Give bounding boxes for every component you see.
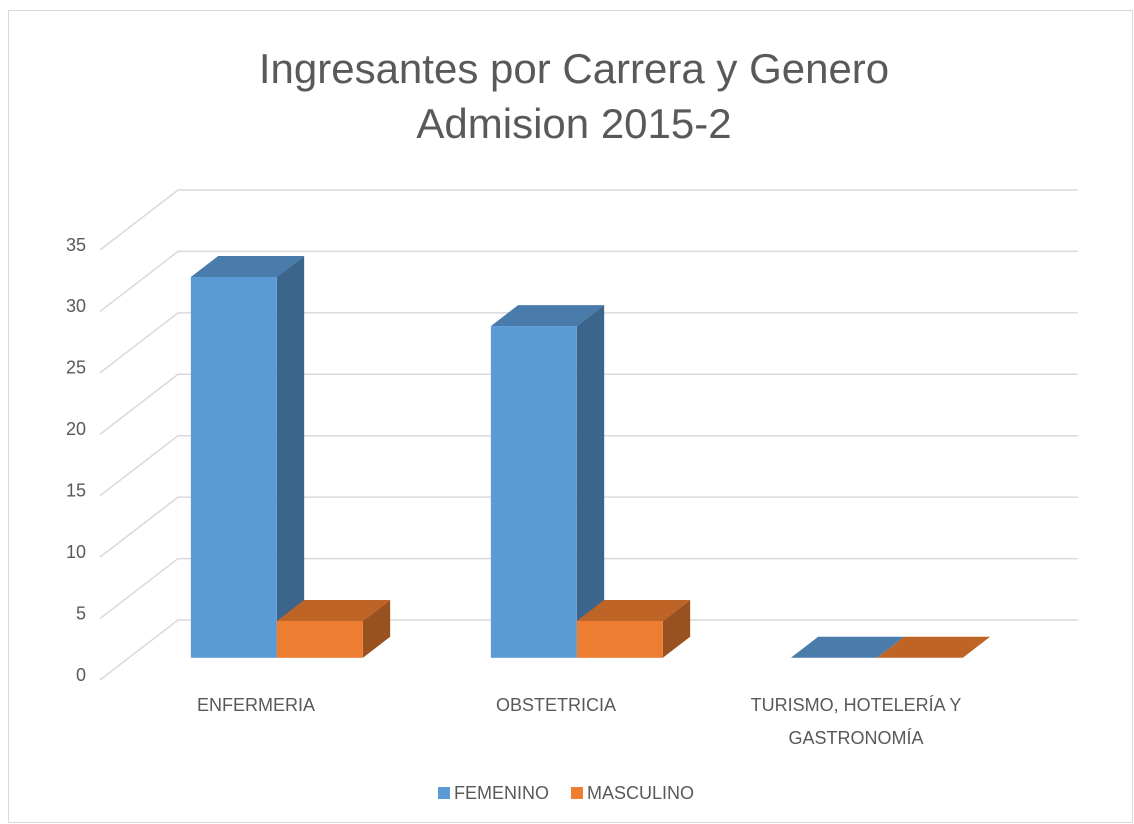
bar-side — [276, 255, 305, 658]
grid-line — [99, 373, 1078, 435]
y-tick-label: 15 — [66, 480, 86, 500]
grid-line — [99, 619, 1078, 681]
y-tick-label: 35 — [66, 235, 86, 255]
bar-top — [790, 636, 905, 658]
y-tick-label: 20 — [66, 419, 86, 439]
x-tick-label: OBSTETRICIA — [496, 695, 616, 715]
bar-top — [276, 599, 391, 621]
grid-line — [99, 250, 1078, 313]
chart-title: Ingresantes por Carrera y Genero — [259, 45, 889, 92]
bar — [276, 620, 363, 658]
x-tick-label: ENFERMERIA — [197, 695, 315, 715]
bar-side — [576, 305, 605, 658]
grid-line — [99, 557, 1078, 620]
legend-swatch — [438, 787, 450, 799]
bar-side — [662, 599, 691, 658]
legend-swatch — [571, 787, 584, 799]
grid-line — [99, 434, 1078, 497]
bar-top — [190, 255, 305, 277]
legend-label: MASCULINO — [587, 783, 694, 803]
bar-top — [876, 636, 991, 658]
chart-subtitle: Admision 2015-2 — [416, 100, 731, 147]
y-tick-label: 0 — [76, 665, 86, 685]
bar — [490, 326, 577, 658]
y-tick-label: 10 — [66, 542, 86, 562]
y-tick-label: 25 — [66, 358, 86, 378]
y-tick-label: 30 — [66, 296, 86, 316]
grid-line — [99, 496, 1078, 558]
grid-line — [99, 189, 1078, 251]
grid-line — [99, 312, 1078, 374]
legend-label: FEMENINO — [454, 783, 549, 803]
bar-side — [362, 599, 391, 658]
bar-top — [576, 599, 691, 621]
y-tick-label: 5 — [76, 603, 86, 623]
bar — [576, 620, 663, 658]
bar-top — [490, 305, 605, 327]
x-tick-label: TURISMO, HOTELERÍA Y GASTRONOMÍA — [751, 695, 962, 748]
bar — [190, 276, 277, 658]
